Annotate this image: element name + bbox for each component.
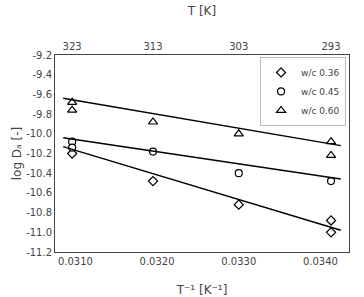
svg-text:-9.2: -9.2 (32, 50, 52, 61)
svg-text:w/c 0.60: w/c 0.60 (301, 106, 340, 116)
svg-text:0.0320: 0.0320 (140, 256, 175, 267)
svg-text:313: 313 (143, 41, 162, 52)
svg-text:log Dₐ [-]: log Dₐ [-] (10, 127, 24, 181)
svg-text:-10.8: -10.8 (26, 207, 52, 218)
svg-text:w/c 0.36: w/c 0.36 (301, 68, 340, 78)
svg-text:0.0330: 0.0330 (221, 256, 256, 267)
svg-text:T [K]: T [K] (187, 4, 216, 18)
svg-text:T⁻¹ [K⁻¹]: T⁻¹ [K⁻¹] (176, 283, 228, 297)
svg-text:-11.0: -11.0 (26, 227, 52, 238)
svg-text:293: 293 (321, 41, 340, 52)
svg-text:323: 323 (63, 41, 82, 52)
svg-text:w/c 0.45: w/c 0.45 (301, 87, 339, 97)
svg-text:-10.2: -10.2 (26, 148, 52, 159)
svg-text:303: 303 (229, 41, 248, 52)
svg-text:-10.0: -10.0 (26, 128, 52, 139)
svg-text:-9.6: -9.6 (32, 89, 52, 100)
svg-text:-10.4: -10.4 (26, 168, 52, 179)
svg-text:0.0340: 0.0340 (303, 256, 338, 267)
svg-text:-9.8: -9.8 (32, 109, 52, 120)
svg-text:0.0310: 0.0310 (58, 256, 93, 267)
svg-text:-9.4: -9.4 (32, 69, 52, 80)
svg-text:-10.6: -10.6 (26, 187, 52, 198)
svg-text:-11.2: -11.2 (26, 247, 52, 258)
